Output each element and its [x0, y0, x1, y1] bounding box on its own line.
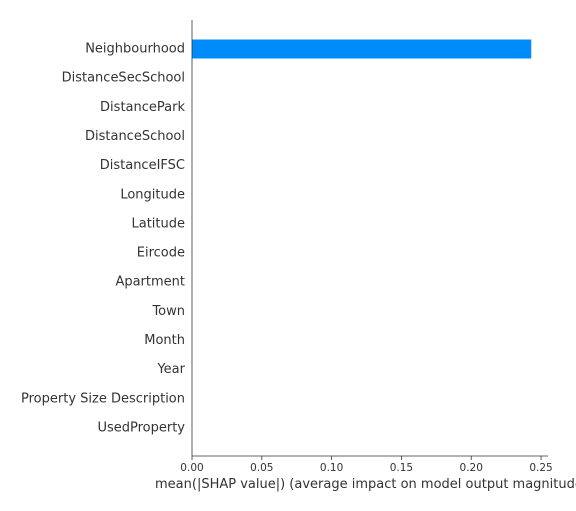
- category-label: Apartment: [115, 275, 185, 290]
- category-label: Longitude: [120, 187, 185, 202]
- category-label: DistancePark: [100, 100, 185, 115]
- category-label: Neighbourhood: [85, 42, 185, 57]
- category-label: Year: [156, 362, 185, 377]
- x-tick-label: 0.20: [460, 462, 483, 474]
- x-tick-label: 0.25: [529, 462, 552, 474]
- category-label: Latitude: [131, 216, 185, 231]
- x-ticks-group: 0.00 0.05 0.10 0.15 0.20 0.25: [180, 456, 553, 474]
- category-label: Town: [151, 304, 185, 319]
- category-label: DistanceSchool: [85, 129, 185, 144]
- category-labels-group: Neighbourhood DistanceSecSchool DistancePa…: [21, 42, 186, 436]
- category-label: UsedProperty: [97, 420, 185, 435]
- category-label: Property Size Description: [21, 391, 185, 406]
- category-label: Month: [144, 333, 185, 348]
- category-label: Eircode: [137, 246, 185, 261]
- category-label: DistanceIFSC: [100, 158, 185, 173]
- category-label: DistanceSecSchool: [62, 71, 185, 86]
- x-tick-label: 0.15: [390, 462, 413, 474]
- x-tick-label: 0.05: [250, 462, 273, 474]
- x-axis-label: mean(|SHAP value|) (average impact on mo…: [155, 477, 576, 492]
- x-tick-label: 0.10: [320, 462, 343, 474]
- bar-neighbourhood: [192, 39, 532, 59]
- x-tick-label: 0.00: [180, 462, 203, 474]
- bars-group: [192, 39, 532, 59]
